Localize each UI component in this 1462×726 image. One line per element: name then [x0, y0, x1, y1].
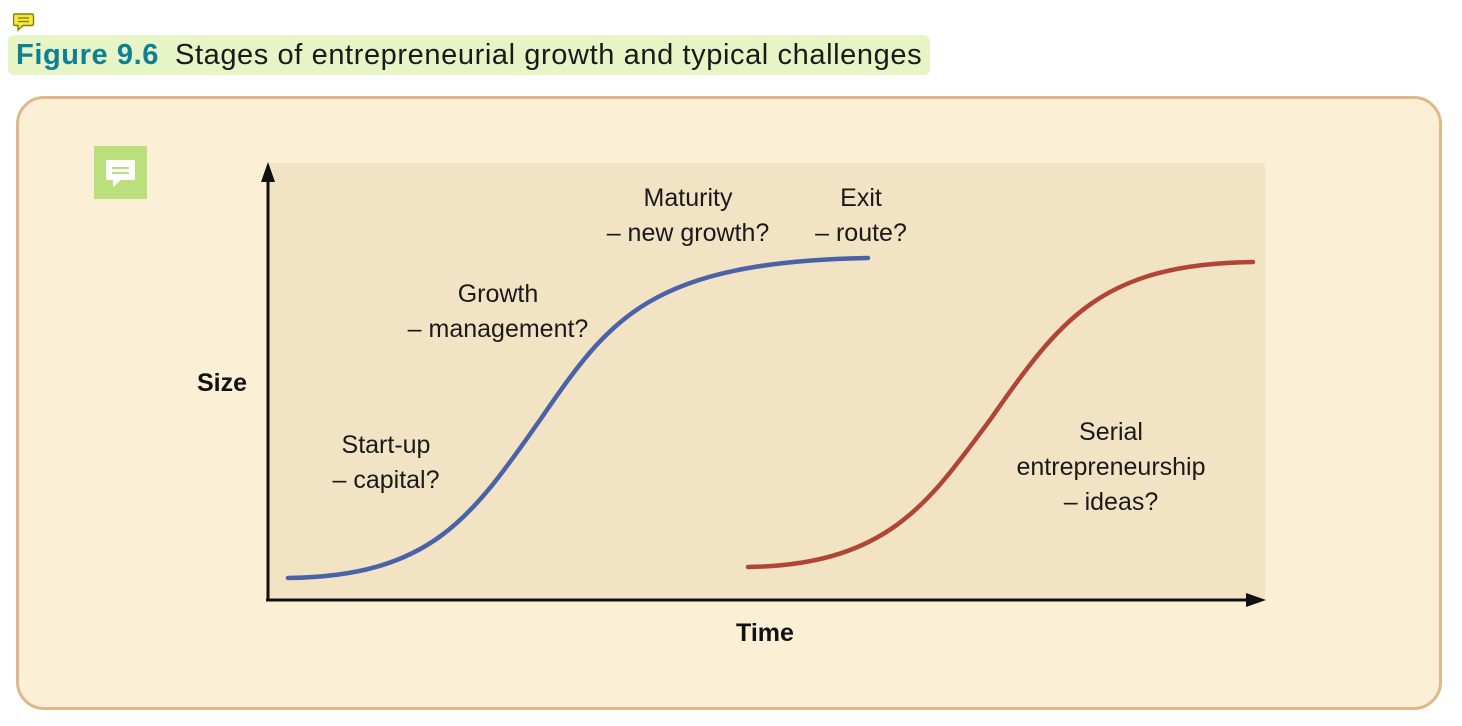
y-axis-arrow [261, 162, 275, 182]
stage-label-startup: Start-up – capital? [332, 428, 439, 498]
comment-icon[interactable] [13, 12, 35, 32]
note-icon[interactable] [94, 146, 147, 199]
stage-title: Growth [457, 280, 539, 308]
growth-curve [285, 255, 871, 581]
figure-title: Figure 9.6 Stages of entrepreneurial gro… [8, 35, 931, 75]
stage-challenge: – capital? [332, 466, 440, 494]
figure-caption: Stages of entrepreneurial growth and typ… [175, 38, 923, 71]
stage-challenge: – route? [815, 219, 907, 247]
x-axis-arrow [1246, 593, 1266, 607]
stage-label-growth: Growth – management? [408, 277, 589, 347]
stage-challenge: – management? [407, 315, 589, 343]
plot-area [268, 163, 1265, 600]
serial-entrepreneurship-label: Serial entrepreneurship – ideas? [1016, 415, 1205, 520]
serial-line-3: – ideas? [1063, 488, 1159, 516]
serial-curve [745, 259, 1256, 570]
stage-title: Exit [840, 184, 882, 212]
serial-line-2: entrepreneurship [1016, 453, 1206, 481]
stage-challenge: – new growth? [606, 219, 770, 247]
serial-line-1: Serial [1079, 418, 1143, 446]
stage-label-maturity: Maturity – new growth? [607, 181, 770, 251]
stage-label-exit: Exit – route? [815, 181, 907, 251]
stage-title: Start-up [341, 431, 431, 459]
x-axis-label: Time [736, 619, 794, 647]
figure-number: Figure 9.6 [16, 38, 159, 71]
y-axis-label: Size [197, 369, 248, 397]
stage-title: Maturity [643, 184, 733, 212]
